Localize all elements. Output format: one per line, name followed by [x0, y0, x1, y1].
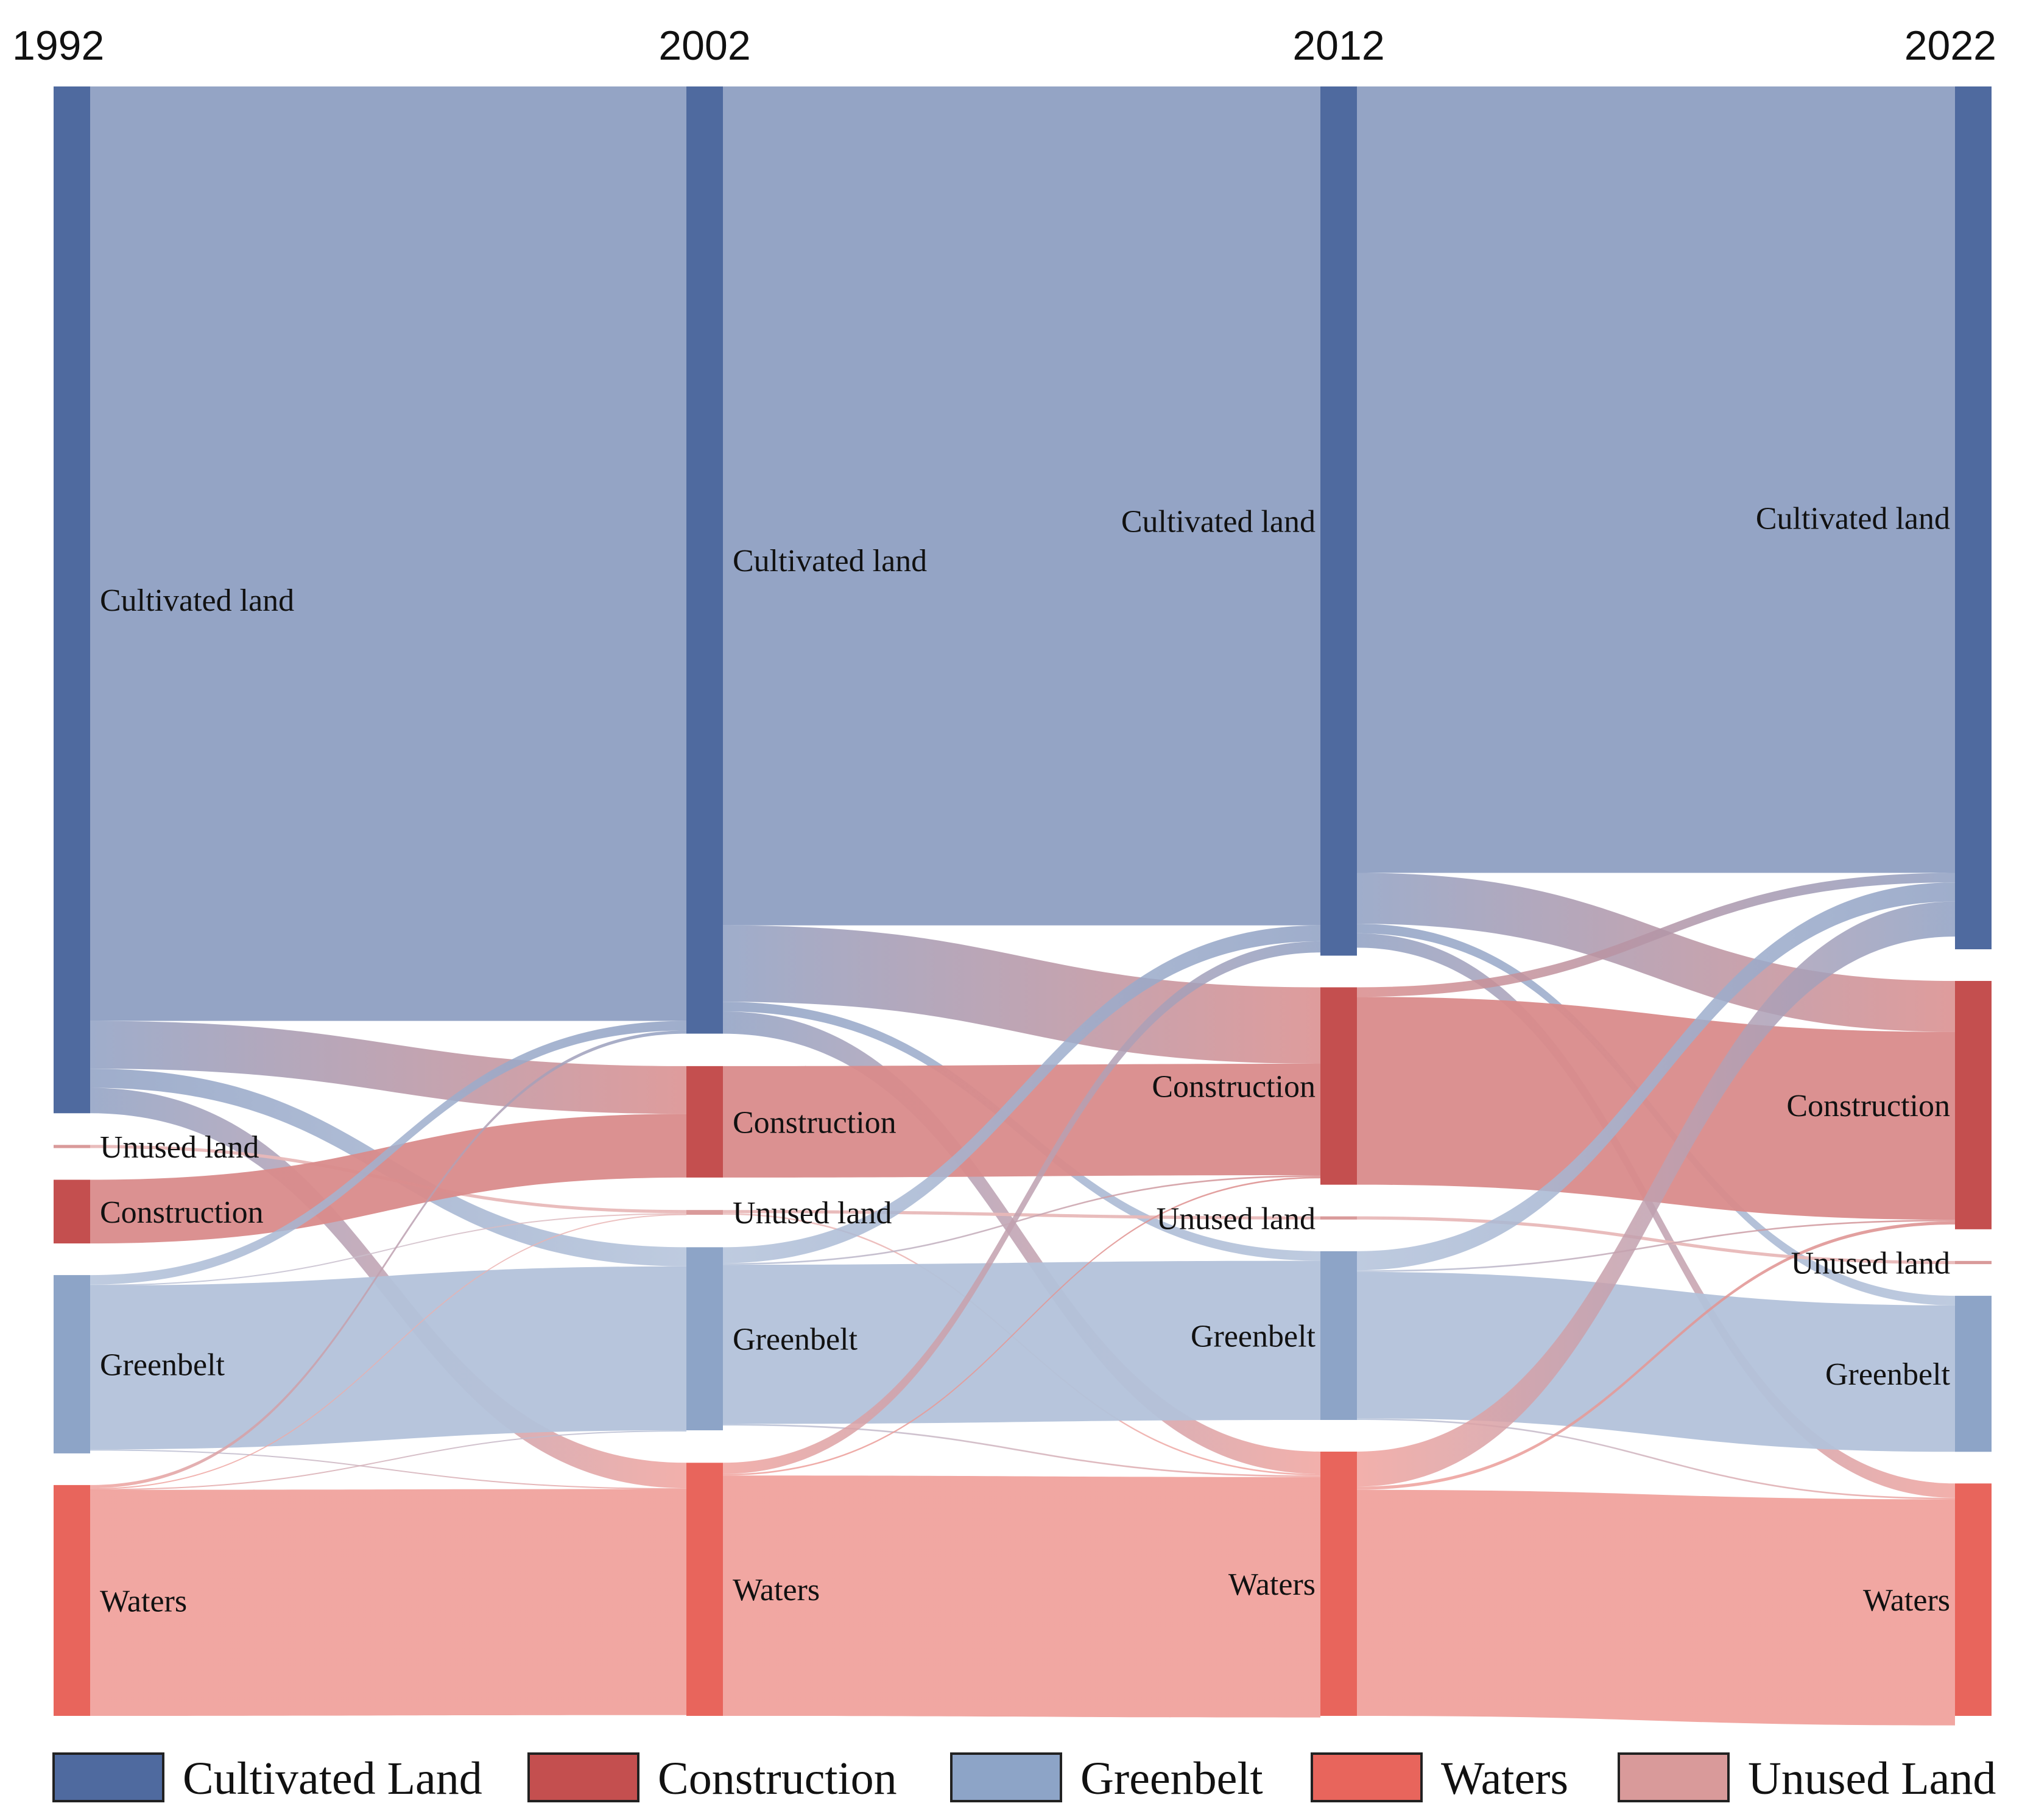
flow-2012-waters-to-waters	[1357, 1489, 1955, 1726]
flow-1992-waters-to-greenbelt	[90, 1430, 686, 1491]
node-label-2012-unused: Unused land	[1157, 1201, 1316, 1236]
node-2012-unused	[1320, 1216, 1357, 1220]
flow-2002-waters-to-waters	[723, 1475, 1320, 1718]
flow-2012-cultivated-to-cultivated	[1357, 86, 1955, 873]
flow-2012-greenbelt-to-waters	[1357, 1418, 1955, 1500]
flow-1992-greenbelt-to-cultivated	[90, 1021, 686, 1285]
node-label-2012-construction: Construction	[1152, 1070, 1316, 1105]
flow-2012-construction-to-construction	[1357, 997, 1955, 1220]
node-label-2022-unused: Unused land	[1791, 1246, 1950, 1281]
flow-2002-construction-to-construction	[723, 1063, 1320, 1178]
node-2012-greenbelt	[1320, 1251, 1357, 1421]
node-label-1992-unused: Unused land	[100, 1130, 259, 1165]
labels-layer: Cultivated land Unused land Construction Gr…	[12, 23, 1996, 1618]
node-label-2012-cultivated: Cultivated land	[1121, 505, 1316, 539]
year-label-2012: 2012	[1292, 23, 1384, 69]
legend-swatch-greenbelt	[950, 1752, 1062, 1802]
node-label-2022-cultivated: Cultivated land	[1756, 502, 1950, 536]
node-2022-waters	[1955, 1483, 1992, 1716]
flows-layer	[90, 86, 1955, 1726]
legend-label-unused: Unused Land	[1748, 1753, 1996, 1804]
flow-1992-greenbelt-to-unused	[90, 1213, 686, 1286]
flow-1992-greenbelt-to-waters	[90, 1449, 686, 1490]
legend-label-waters: Waters	[1441, 1753, 1568, 1804]
node-label-2022-waters: Waters	[1863, 1583, 1950, 1618]
flow-2002-cultivated-to-construction	[723, 925, 1320, 1064]
flow-2002-greenbelt-to-waters	[723, 1424, 1320, 1477]
node-1992-cultivated	[54, 86, 90, 1114]
flow-2012-cultivated-to-waters	[1357, 933, 1955, 1498]
year-label-2022: 2022	[1904, 23, 1996, 69]
node-2002-greenbelt	[686, 1247, 723, 1431]
flow-1992-waters-to-waters	[90, 1489, 686, 1716]
nodes-layer	[54, 86, 1992, 1716]
node-label-2002-waters: Waters	[733, 1573, 820, 1607]
node-label-1992-waters: Waters	[100, 1584, 187, 1618]
node-2022-unused	[1955, 1260, 1992, 1265]
legend-label-greenbelt: Greenbelt	[1080, 1753, 1263, 1804]
node-label-1992-construction: Construction	[100, 1195, 264, 1230]
flow-1992-cultivated-to-cultivated	[90, 86, 686, 1021]
node-label-1992-cultivated: Cultivated land	[100, 583, 294, 618]
node-2002-construction	[686, 1066, 723, 1178]
flow-2012-waters-to-cultivated	[1357, 901, 1955, 1487]
legend-swatch-waters	[1311, 1752, 1423, 1802]
legend-label-cultivated: Cultivated Land	[183, 1753, 482, 1804]
node-label-2012-waters: Waters	[1228, 1567, 1316, 1602]
node-2002-cultivated	[686, 86, 723, 1034]
flow-2012-greenbelt-to-cultivated	[1357, 882, 1955, 1271]
flow-2002-greenbelt-to-construction	[723, 1175, 1320, 1265]
node-1992-greenbelt	[54, 1275, 90, 1453]
node-label-2022-greenbelt: Greenbelt	[1825, 1357, 1951, 1392]
flow-2002-greenbelt-to-greenbelt	[723, 1260, 1320, 1424]
flow-2002-waters-to-cultivated	[723, 941, 1320, 1474]
flow-2002-cultivated-to-waters	[723, 1011, 1320, 1474]
node-2012-construction	[1320, 987, 1357, 1185]
legend: Cultivated Land Construction Greenbelt Wate…	[52, 1752, 1996, 1804]
flow-1992-waters-to-unused	[90, 1214, 686, 1490]
flow-2002-cultivated-to-cultivated	[723, 86, 1320, 926]
flow-1992-waters-to-cultivated	[90, 1030, 686, 1489]
node-1992-unused	[54, 1145, 90, 1148]
flow-2012-waters-to-construction	[1357, 1221, 1955, 1490]
legend-swatch-construction	[527, 1752, 639, 1802]
node-1992-construction	[54, 1179, 90, 1244]
flow-1992-cultivated-to-construction	[90, 1021, 686, 1114]
node-label-2002-construction: Construction	[733, 1105, 896, 1140]
flow-1992-construction-to-construction	[90, 1114, 686, 1244]
node-2012-waters	[1320, 1452, 1357, 1716]
node-1992-waters	[54, 1484, 90, 1716]
node-2002-waters	[686, 1463, 723, 1716]
node-label-2012-greenbelt: Greenbelt	[1191, 1319, 1316, 1354]
node-label-2022-construction: Construction	[1786, 1089, 1950, 1123]
node-2002-unused	[686, 1210, 723, 1215]
flow-1992-greenbelt-to-greenbelt	[90, 1266, 686, 1450]
node-2022-construction	[1955, 981, 1992, 1229]
flow-2002-unused-to-unused	[723, 1210, 1320, 1220]
flow-2002-waters-to-construction	[723, 1176, 1320, 1476]
node-label-1992-greenbelt: Greenbelt	[100, 1348, 225, 1383]
flow-2002-greenbelt-to-cultivated	[723, 925, 1320, 1263]
legend-label-construction: Construction	[658, 1753, 897, 1804]
node-2012-cultivated	[1320, 86, 1357, 956]
legend-swatch-unused	[1618, 1752, 1730, 1802]
year-label-1992: 1992	[12, 23, 104, 69]
node-label-2002-cultivated: Cultivated land	[733, 544, 927, 578]
node-label-2002-greenbelt: Greenbelt	[733, 1323, 858, 1357]
node-2022-cultivated	[1955, 86, 1992, 950]
flow-2012-greenbelt-to-construction	[1357, 1220, 1955, 1272]
flow-2012-construction-to-cultivated	[1357, 873, 1955, 997]
year-label-2002: 2002	[658, 23, 750, 69]
node-2022-greenbelt	[1955, 1296, 1992, 1452]
flow-2012-unused-to-unused	[1357, 1216, 1955, 1265]
node-label-2002-unused: Unused land	[733, 1196, 892, 1231]
legend-swatch-cultivated	[52, 1752, 164, 1802]
